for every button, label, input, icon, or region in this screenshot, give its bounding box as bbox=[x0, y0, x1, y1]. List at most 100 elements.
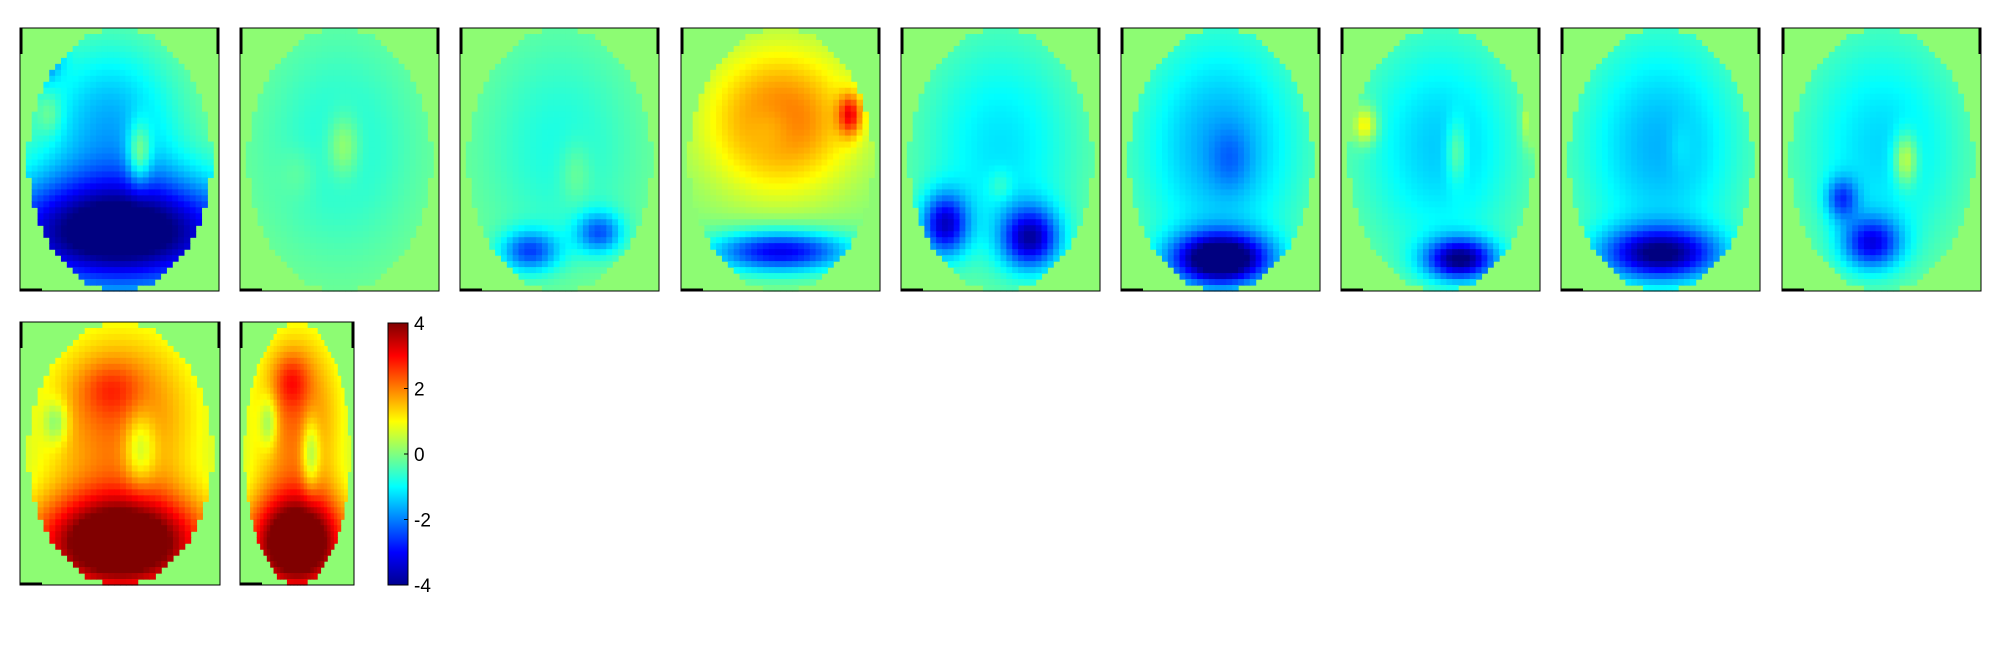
heatmap-cell bbox=[333, 159, 341, 167]
heatmap-cell bbox=[403, 207, 411, 214]
heatmap-cell bbox=[345, 141, 352, 149]
heatmap-cell bbox=[798, 159, 805, 167]
heatmap-cell bbox=[745, 147, 752, 155]
heatmap-cell bbox=[207, 171, 214, 179]
heatmap-cell bbox=[536, 153, 543, 161]
heatmap-cell bbox=[90, 279, 97, 286]
heatmap-cell bbox=[398, 231, 405, 238]
heatmap-cell bbox=[471, 129, 479, 137]
heatmap-cell bbox=[66, 141, 74, 149]
heatmap-cell bbox=[345, 69, 352, 77]
heatmap-cell bbox=[154, 87, 162, 95]
heatmap-cell bbox=[971, 147, 978, 155]
heatmap-cell bbox=[339, 153, 346, 161]
heatmap-cell bbox=[1000, 28, 1007, 35]
heatmap-cell bbox=[160, 117, 167, 125]
heatmap-cell bbox=[553, 285, 561, 292]
heatmap-cell bbox=[745, 129, 752, 137]
heatmap-cell bbox=[1006, 93, 1013, 101]
heatmap-cell bbox=[582, 195, 590, 202]
heatmap-cell bbox=[541, 279, 549, 286]
heatmap-cell bbox=[774, 135, 782, 143]
heatmap-cell bbox=[304, 57, 311, 65]
heatmap-cell bbox=[606, 237, 613, 244]
heatmap-cell bbox=[786, 93, 793, 101]
heatmap-cell bbox=[530, 273, 537, 280]
panel-frame bbox=[239, 27, 440, 292]
heatmap-cell bbox=[1018, 39, 1025, 47]
heatmap-cell bbox=[292, 51, 300, 59]
heatmap-cell bbox=[704, 171, 711, 179]
heatmap-cell bbox=[178, 99, 185, 107]
heatmap-cell bbox=[1053, 159, 1060, 167]
heatmap-cell bbox=[965, 39, 972, 47]
heatmap-cell bbox=[530, 267, 537, 274]
heatmap-cell bbox=[918, 147, 926, 155]
heatmap-cell bbox=[72, 45, 80, 53]
heatmap-cell bbox=[327, 159, 335, 167]
heatmap-cell bbox=[280, 165, 288, 173]
heatmap-cell bbox=[415, 93, 423, 101]
heatmap-cell bbox=[1076, 141, 1084, 149]
heatmap-cell bbox=[582, 147, 590, 155]
heatmap-cell bbox=[815, 231, 823, 238]
heatmap-cell bbox=[727, 111, 735, 119]
heatmap-cell bbox=[183, 141, 191, 149]
heatmap-cell bbox=[304, 177, 311, 185]
heatmap-cell bbox=[78, 81, 85, 89]
heatmap-cell bbox=[809, 207, 817, 214]
heatmap-cell bbox=[362, 189, 370, 196]
heatmap-cell bbox=[506, 225, 514, 232]
heatmap-cell bbox=[524, 219, 531, 226]
heatmap-cell bbox=[930, 141, 937, 149]
heatmap-cell bbox=[101, 171, 109, 179]
heatmap-cell bbox=[1006, 69, 1013, 77]
heatmap-cell bbox=[113, 87, 121, 95]
heatmap-cell bbox=[582, 87, 590, 95]
heatmap-cell bbox=[953, 105, 961, 113]
heatmap-cell bbox=[727, 69, 735, 77]
heatmap-cell bbox=[345, 81, 352, 89]
heatmap-cell bbox=[327, 51, 335, 59]
heatmap-cell bbox=[809, 69, 817, 77]
heatmap-cell bbox=[362, 123, 370, 131]
heatmap-cell bbox=[798, 207, 805, 214]
heatmap-cell bbox=[90, 219, 97, 226]
heatmap-cell bbox=[912, 117, 920, 125]
heatmap-cell bbox=[339, 255, 346, 262]
heatmap-cell bbox=[500, 219, 508, 226]
heatmap-cell bbox=[1070, 153, 1078, 161]
heatmap-cell bbox=[172, 87, 179, 95]
heatmap-cell bbox=[577, 39, 584, 47]
heatmap-cell bbox=[757, 201, 764, 208]
heatmap-cell bbox=[500, 75, 508, 83]
heatmap-cell bbox=[263, 231, 270, 238]
heatmap-cell bbox=[96, 105, 103, 113]
heatmap-cell bbox=[119, 81, 126, 89]
heatmap-cell bbox=[142, 123, 150, 131]
heatmap-cell bbox=[368, 105, 376, 113]
heatmap-cell bbox=[716, 189, 723, 196]
heatmap-cell bbox=[553, 231, 561, 238]
heatmap-cell bbox=[600, 267, 607, 274]
heatmap-cell bbox=[142, 249, 150, 256]
heatmap-cell bbox=[704, 201, 711, 208]
heatmap-cell bbox=[809, 63, 817, 71]
heatmap-cell bbox=[1070, 105, 1078, 113]
heatmap-cell bbox=[786, 105, 793, 113]
heatmap-cell bbox=[113, 267, 121, 274]
heatmap-cell bbox=[977, 177, 984, 185]
heatmap-cell bbox=[286, 147, 294, 155]
heatmap-cell bbox=[623, 129, 631, 137]
heatmap-cell bbox=[125, 99, 132, 107]
heatmap-cell bbox=[594, 111, 602, 119]
heatmap-cell bbox=[844, 183, 852, 190]
heatmap-cell bbox=[345, 237, 352, 244]
heatmap-cell bbox=[774, 261, 782, 268]
heatmap-cell bbox=[398, 171, 405, 179]
heatmap-cell bbox=[489, 213, 496, 220]
heatmap-cell bbox=[721, 255, 729, 262]
heatmap-cell bbox=[37, 105, 45, 113]
heatmap-cell bbox=[524, 33, 531, 41]
heatmap-cell bbox=[571, 255, 578, 262]
